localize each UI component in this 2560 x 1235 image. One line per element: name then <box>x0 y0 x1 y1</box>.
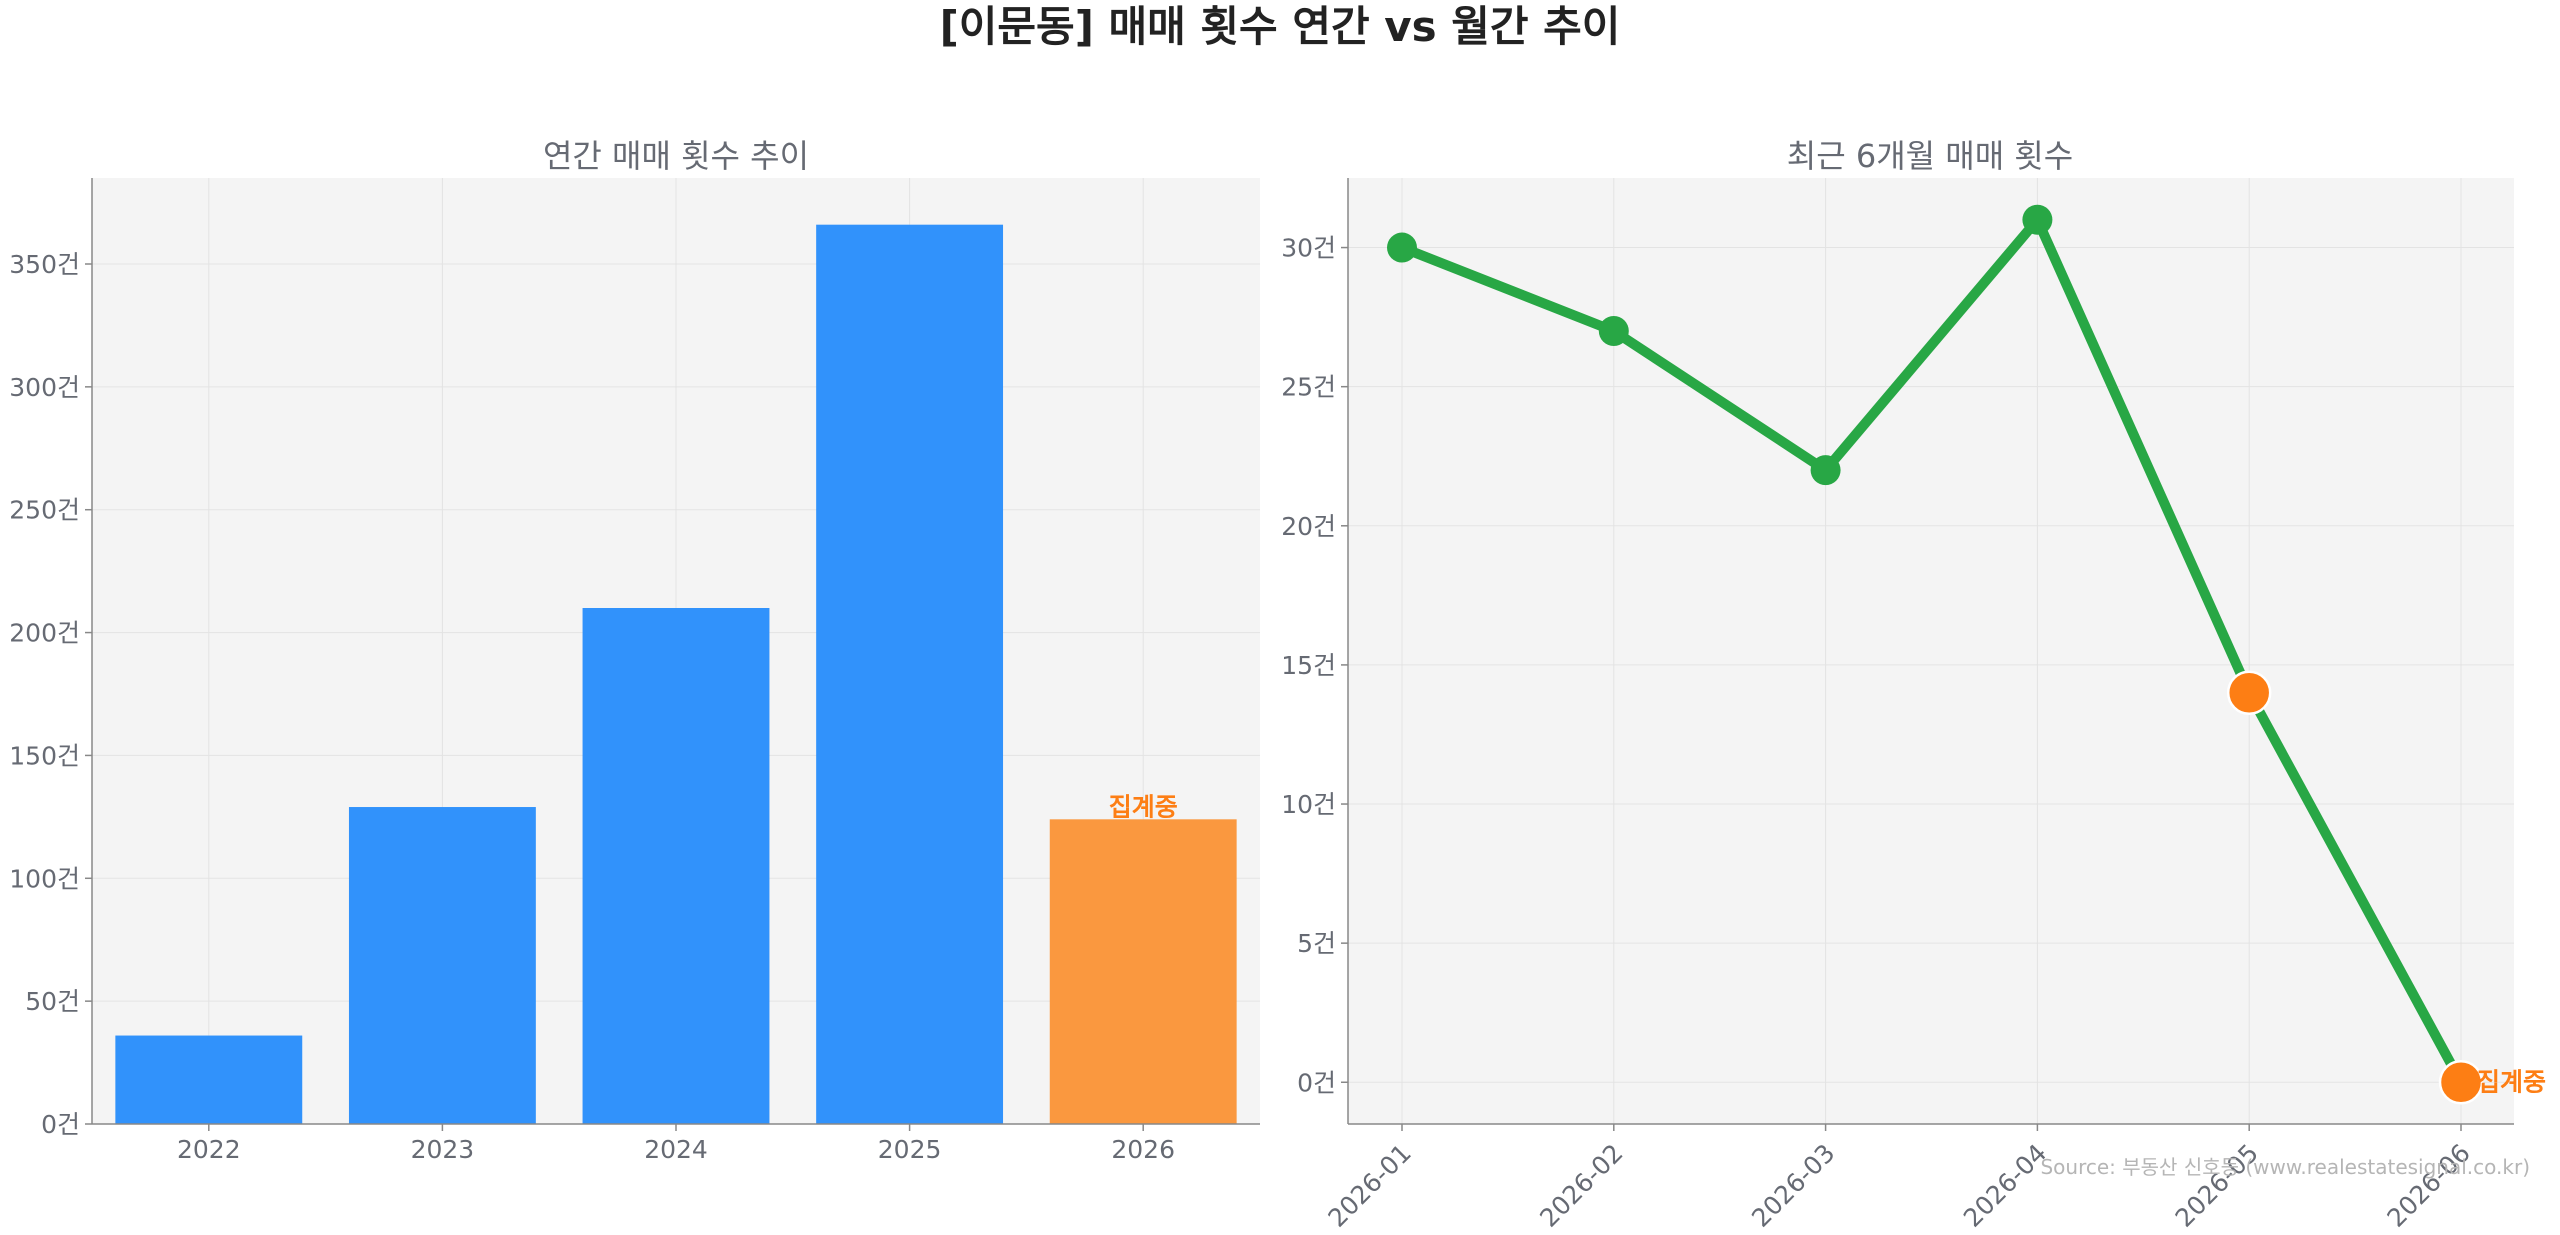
figure-title: [이문동] 매매 횟수 연간 vs 월간 추이 <box>940 2 1621 51</box>
line-point-2026-03 <box>1810 455 1841 486</box>
bar-xtick-label: 2022 <box>177 1135 241 1164</box>
monthly-sales-line-chart: 집계중 0건 5건 10건 15건 20건 25건 30건 2026-01 2026-02 202… <box>1281 137 2546 1233</box>
bar-xtick-label: 2025 <box>878 1135 942 1164</box>
line-xtick-label: 2026-03 <box>1746 1138 1840 1232</box>
bar-ytick-label: 350건 <box>9 250 80 279</box>
bar-ytick-label: 0건 <box>41 1110 80 1139</box>
line-chart-plot-area <box>1348 178 2514 1124</box>
line-ytick-label: 10건 <box>1281 790 1336 819</box>
bar-2024 <box>582 608 770 1124</box>
bar-ytick-label: 250건 <box>9 496 80 525</box>
line-ytick-label: 20건 <box>1281 512 1336 541</box>
bar-ytick-label: 300건 <box>9 373 80 402</box>
bar-xtick-label: 2024 <box>644 1135 708 1164</box>
bar-chart-title: 연간 매매 횟수 추이 <box>543 137 809 175</box>
line-pending-label: 집계중 <box>2477 1067 2546 1096</box>
annual-sales-bar-chart: 집계중 0건 50건 100건 150건 200건 250건 300건 350건 2022 202… <box>9 137 1260 1164</box>
bar-2023 <box>348 807 536 1124</box>
line-point-2026-04 <box>2022 204 2053 235</box>
line-chart-title: 최근 6개월 매매 횟수 <box>1787 137 2073 175</box>
line-xtick-label: 2026-05 <box>2170 1138 2264 1232</box>
line-xtick-label: 2026-04 <box>1958 1138 2052 1232</box>
bar-2026-pending <box>1049 819 1237 1124</box>
line-xtick-label: 2026-06 <box>2381 1138 2475 1232</box>
bar-chart-axes: 0건 50건 100건 150건 200건 250건 300건 350건 2022 2023 202… <box>9 178 1260 1164</box>
bar-pending-label: 집계중 <box>1109 792 1178 821</box>
line-point-pending-2026-06 <box>2438 1060 2484 1105</box>
source-note: Source: 부동산 신호등 (www.realestatesignal.co… <box>2040 1155 2530 1179</box>
line-xtick-label: 2026-02 <box>1534 1138 1628 1232</box>
bar-xtick-label: 2023 <box>411 1135 475 1164</box>
line-xtick-label: 2026-01 <box>1322 1138 1416 1232</box>
bar-ytick-label: 150건 <box>9 741 80 770</box>
line-ytick-label: 5건 <box>1297 929 1336 958</box>
line-ytick-label: 0건 <box>1297 1068 1336 1097</box>
bar-chart-bars: 집계중 <box>115 224 1237 1124</box>
bar-ytick-label: 100건 <box>9 864 80 893</box>
bar-2025 <box>816 224 1004 1124</box>
bar-2022 <box>115 1035 303 1124</box>
line-point-2026-02 <box>1598 316 1629 347</box>
bar-xtick-label: 2026 <box>1111 1135 1175 1164</box>
line-point-2026-01 <box>1387 232 1417 263</box>
line-series <box>1397 214 2466 1088</box>
bar-ytick-label: 50건 <box>25 987 80 1016</box>
line-ytick-label: 15건 <box>1281 651 1336 680</box>
line-ytick-label: 25건 <box>1281 373 1336 402</box>
bar-ytick-label: 200건 <box>9 619 80 648</box>
line-ytick-label: 30건 <box>1281 234 1336 263</box>
line-chart-series: 집계중 <box>1387 204 2546 1105</box>
line-point-pending-2026-05 <box>2226 670 2272 715</box>
